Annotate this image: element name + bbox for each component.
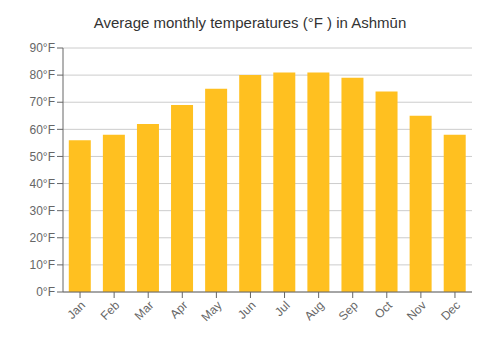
svg-text:Sep: Sep xyxy=(336,298,361,323)
html-text:Average monthly temperatures (: Average monthly temperatures (°F ) in As… xyxy=(93,14,407,31)
svg-text:Dec: Dec xyxy=(438,298,463,323)
svg-text:20°F: 20°F xyxy=(30,231,55,245)
svg-text:40°F: 40°F xyxy=(30,177,55,191)
svg-text:60°F: 60°F xyxy=(30,123,55,137)
svg-text:Aug: Aug xyxy=(302,298,327,323)
svg-text:70°F: 70°F xyxy=(30,95,55,109)
svg-text:10°F: 10°F xyxy=(30,258,55,272)
svg-text:Jan: Jan xyxy=(65,298,89,322)
svg-text:0°F: 0°F xyxy=(36,285,55,299)
svg-text:Nov: Nov xyxy=(404,298,429,323)
svg-text:Apr: Apr xyxy=(167,298,190,321)
svg-text:Jul: Jul xyxy=(272,298,293,319)
svg-text:May: May xyxy=(199,298,225,324)
svg-text:30°F: 30°F xyxy=(30,204,55,218)
svg-text:Feb: Feb xyxy=(98,298,123,323)
svg-text:Mar: Mar xyxy=(132,298,157,323)
svg-text:Jun: Jun xyxy=(235,298,259,322)
svg-text:90°F: 90°F xyxy=(30,41,55,55)
svg-text:Oct: Oct xyxy=(372,298,396,322)
svg-text:80°F: 80°F xyxy=(30,68,55,82)
svg-text:50°F: 50°F xyxy=(30,150,55,164)
